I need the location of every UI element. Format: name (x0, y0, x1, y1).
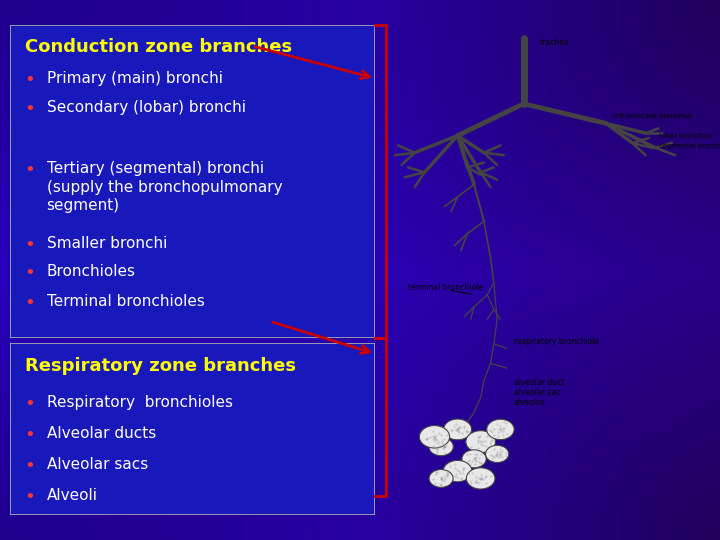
Circle shape (429, 469, 453, 487)
Text: •: • (24, 264, 35, 282)
Text: lobar bronchus: lobar bronchus (659, 133, 711, 139)
Text: Respiratory zone branches: Respiratory zone branches (24, 357, 296, 375)
Text: Primary (main) bronchi: Primary (main) bronchi (47, 71, 222, 86)
Text: Conduction zone branches: Conduction zone branches (24, 38, 292, 56)
Text: •: • (24, 426, 35, 444)
Text: alveolar duct: alveolar duct (513, 379, 564, 387)
Text: •: • (24, 395, 35, 413)
Text: Secondary (lobar) bronchi: Secondary (lobar) bronchi (47, 100, 246, 115)
Circle shape (485, 446, 509, 463)
Text: •: • (24, 488, 35, 505)
Text: •: • (24, 236, 35, 254)
Text: alveolus: alveolus (513, 398, 546, 407)
Circle shape (467, 468, 495, 489)
Text: •: • (24, 100, 35, 118)
Text: segmental bronchus: segmental bronchus (659, 143, 720, 149)
FancyBboxPatch shape (10, 25, 375, 338)
Text: alveolar sac: alveolar sac (513, 388, 560, 397)
Text: Alveolar sacs: Alveolar sacs (47, 457, 148, 472)
Circle shape (444, 419, 472, 440)
Text: Smaller bronchi: Smaller bronchi (47, 236, 167, 251)
Text: terminal bronchiole: terminal bronchiole (408, 283, 483, 292)
Text: •: • (24, 161, 35, 179)
Text: Tertiary (segmental) bronchi
(supply the bronchopulmonary
segment): Tertiary (segmental) bronchi (supply the… (47, 161, 282, 213)
Text: left principal bronchus: left principal bronchus (613, 113, 691, 119)
Text: Respiratory  bronchioles: Respiratory bronchioles (47, 395, 233, 410)
Text: Bronchioles: Bronchioles (47, 264, 135, 279)
Circle shape (462, 450, 486, 468)
FancyBboxPatch shape (10, 343, 375, 515)
Text: •: • (24, 457, 35, 475)
Text: Alveolar ducts: Alveolar ducts (47, 426, 156, 441)
Text: respiratory bronchiole: respiratory bronchiole (513, 337, 598, 346)
Text: trachea: trachea (540, 38, 570, 47)
Circle shape (419, 426, 449, 448)
Text: Terminal bronchioles: Terminal bronchioles (47, 294, 204, 309)
Circle shape (466, 431, 495, 453)
Text: Alveoli: Alveoli (47, 488, 98, 503)
Circle shape (487, 419, 514, 440)
Circle shape (444, 461, 472, 482)
Circle shape (429, 437, 454, 456)
Text: •: • (24, 294, 35, 312)
Text: •: • (24, 71, 35, 89)
